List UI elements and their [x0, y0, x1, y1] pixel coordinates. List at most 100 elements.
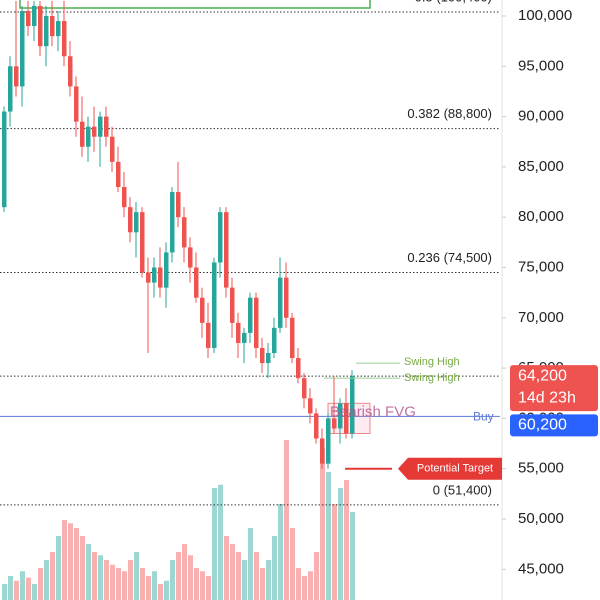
candle-body: [140, 212, 145, 273]
candle-body: [254, 297, 259, 348]
volume-bar: [236, 552, 241, 600]
volume-bar: [110, 564, 115, 600]
candle-body: [164, 252, 169, 288]
candle-body: [50, 15, 55, 37]
candle-body: [74, 86, 79, 122]
candle-body: [2, 111, 7, 208]
candle-body: [344, 403, 349, 434]
volume-bar: [128, 560, 133, 600]
volume-bar: [8, 576, 13, 600]
candle-body: [242, 332, 247, 343]
buy-tag: [510, 414, 598, 437]
candle-body: [206, 322, 211, 348]
volume-bar: [218, 484, 223, 600]
y-tick-label: 90,000: [518, 108, 564, 125]
volume-bar: [134, 552, 139, 600]
volume-bar: [50, 552, 55, 600]
volume-bar: [296, 568, 301, 600]
y-tick-label: 50,000: [518, 510, 564, 527]
candle-body: [8, 66, 13, 112]
y-tick-label: 75,000: [518, 258, 564, 275]
volume-bar: [332, 504, 337, 600]
candle-body: [56, 21, 61, 37]
candle-body: [110, 136, 115, 162]
volume-bar: [26, 577, 31, 600]
volume-bar: [14, 580, 19, 600]
candle-body: [278, 277, 283, 328]
volume-bar: [182, 544, 187, 600]
candle-body: [290, 317, 295, 359]
candle-body: [284, 277, 289, 318]
candle-body: [146, 272, 151, 283]
candle-body: [26, 10, 31, 27]
candle-body: [272, 327, 277, 354]
volume-bar: [98, 555, 103, 600]
volume-bar: [212, 488, 217, 600]
volume-bar: [140, 568, 145, 600]
candle-body: [14, 66, 19, 87]
candle-body: [302, 378, 307, 399]
volume-bar: [350, 512, 355, 600]
candle-body: [194, 267, 199, 298]
candle-body: [308, 398, 313, 414]
volume-bar: [104, 560, 109, 600]
candle-body: [248, 297, 253, 333]
candle-body: [314, 413, 319, 439]
y-tick-label: 70,000: [518, 309, 564, 326]
y-tick-label: 85,000: [518, 158, 564, 175]
volume-bar: [272, 536, 277, 600]
volume-bar: [290, 528, 295, 600]
volume-bar: [284, 440, 289, 600]
volume-bar: [164, 580, 169, 600]
volume-bar: [326, 472, 331, 600]
volume-bar: [308, 571, 313, 600]
volume-bar: [338, 488, 343, 600]
fib-label: 0.236 (74,500): [407, 250, 492, 265]
volume-bar: [32, 584, 37, 600]
candle-body: [44, 15, 49, 47]
volume-bar: [38, 568, 43, 600]
candle-body: [230, 287, 235, 323]
candle-body: [32, 5, 37, 27]
candle-body: [92, 126, 97, 137]
candle-body: [86, 126, 91, 147]
volume-bar: [230, 544, 235, 600]
target-label: Potential Target: [417, 463, 493, 475]
candle-body: [266, 353, 271, 364]
volume-bar: [266, 560, 271, 600]
volume-bar: [260, 568, 265, 600]
fib-label: 0.5 (100,400): [415, 0, 492, 4]
candle-body: [236, 322, 241, 343]
candle-body: [260, 347, 265, 364]
volume-bar: [122, 571, 127, 600]
volume-bar: [278, 504, 283, 600]
volume-bar: [68, 523, 73, 600]
fib-label: 0 (51,400): [433, 482, 492, 497]
volume-bar: [254, 552, 259, 600]
volume-bar: [158, 584, 163, 600]
fib-label: 0.382 (88,800): [407, 106, 492, 121]
fvg-label: Bearish FVG: [330, 403, 416, 420]
candle-body: [104, 116, 109, 137]
candle-body: [98, 116, 103, 137]
volume-bar: [80, 536, 85, 600]
volume-bar: [62, 520, 67, 600]
volume-bar: [20, 571, 25, 600]
y-tick-label: 100,000: [518, 7, 572, 24]
buy-label: Buy: [473, 410, 494, 424]
price-tag-label: 64,200: [518, 367, 567, 384]
candle-body: [188, 247, 193, 268]
y-tick-label: 95,000: [518, 57, 564, 74]
candle-body: [338, 403, 343, 429]
zone-box: [19, 0, 371, 9]
volume-bar: [188, 555, 193, 600]
volume-bar: [242, 560, 247, 600]
candle-body: [158, 267, 163, 288]
volume-bar: [116, 568, 121, 600]
volume-bar: [302, 576, 307, 600]
volume-bar: [2, 584, 7, 600]
volume-bar: [206, 576, 211, 600]
volume-bar: [314, 552, 319, 600]
